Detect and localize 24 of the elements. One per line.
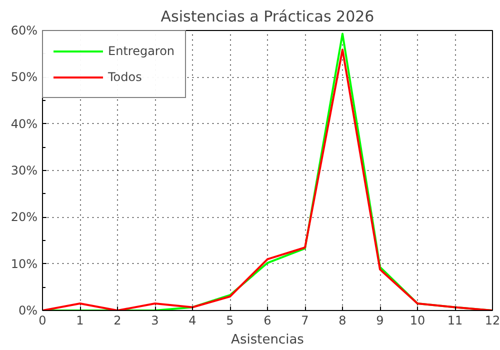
x-tick-label: 9 [376,314,384,328]
x-tick-label: 11 [447,314,463,328]
y-tick-label: 10% [10,256,38,271]
x-tick-label: 2 [114,314,122,328]
x-tick-label: 6 [264,314,272,328]
y-tick-label: 50% [10,70,38,84]
chart-title: Asistencias a Prácticas 2026 [160,8,374,26]
y-tick-label: 0% [18,304,38,318]
x-tick-label: 7 [301,314,309,328]
x-axis-title: Asistencias [231,332,304,348]
x-tick-label: 1 [76,314,84,328]
x-tick-label: 10 [410,314,426,328]
x-tick-label: 0 [38,314,46,328]
legend-label: Todos [108,70,142,84]
y-tick-label: 60% [10,24,38,38]
y-tick-label: 20% [10,210,38,224]
y-tick-label: 30% [10,164,38,178]
x-tick-label: 3 [151,314,159,328]
y-tick-label: 40% [10,116,38,131]
legend-label: Entregaron [108,44,175,58]
x-tick-label: 12 [484,314,500,328]
x-tick-label: 4 [188,314,196,328]
x-tick-label: 5 [226,314,234,328]
x-tick-label: 8 [338,314,346,328]
